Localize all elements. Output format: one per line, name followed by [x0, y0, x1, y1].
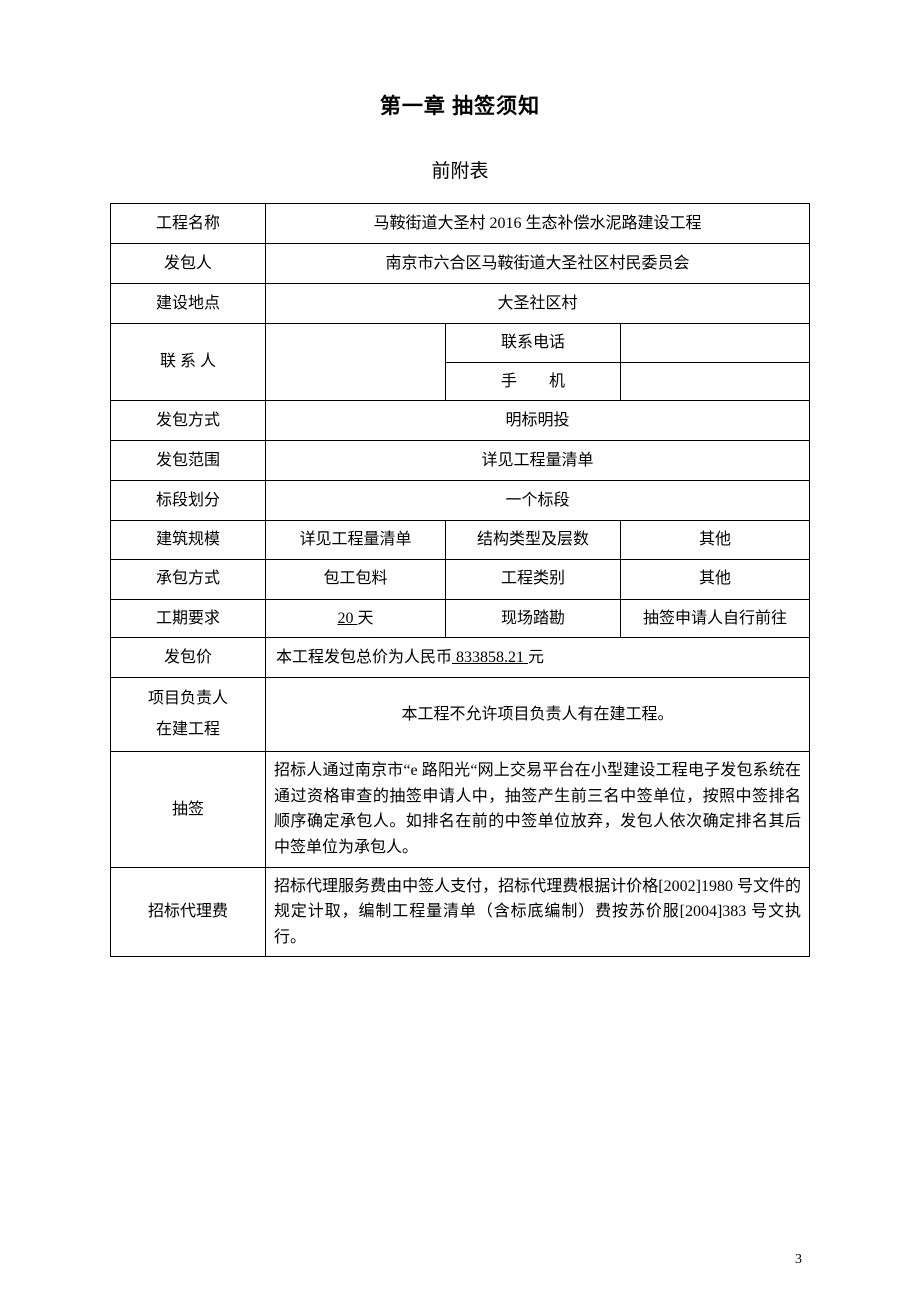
- label-lottery: 抽签: [111, 752, 266, 867]
- label-site-visit: 现场踏勘: [446, 599, 621, 638]
- price-pre: 本工程发包总价为人民币: [276, 649, 452, 666]
- row-contact-a: 联 系 人 联系电话: [111, 324, 810, 363]
- label-agent-fee: 招标代理费: [111, 867, 266, 957]
- value-mobile: [621, 362, 810, 401]
- value-duration: 20 天: [266, 599, 446, 638]
- value-contact-name: [266, 324, 446, 401]
- row-project-name: 工程名称 马鞍街道大圣村 2016 生态补偿水泥路建设工程: [111, 204, 810, 244]
- row-method: 发包方式 明标明投: [111, 401, 810, 441]
- label-scale: 建筑规模: [111, 521, 266, 560]
- label-scope: 发包范围: [111, 441, 266, 481]
- label-contact: 联 系 人: [111, 324, 266, 401]
- duration-days: 20: [337, 610, 357, 627]
- value-location: 大圣社区村: [266, 284, 810, 324]
- price-post: 元: [528, 649, 544, 666]
- value-pm-ongoing: 本工程不允许项目负责人有在建工程。: [266, 678, 810, 752]
- pm-label-line2: 在建工程: [156, 721, 220, 738]
- row-duration: 工期要求 20 天 现场踏勘 抽签申请人自行前往: [111, 599, 810, 638]
- row-agent-fee: 招标代理费 招标代理服务费由中签人支付，招标代理费根据计价格[2002]1980…: [111, 867, 810, 957]
- duration-post: 天: [357, 610, 373, 627]
- row-scale: 建筑规模 详见工程量清单 结构类型及层数 其他: [111, 521, 810, 560]
- value-project-name: 马鞍街道大圣村 2016 生态补偿水泥路建设工程: [266, 204, 810, 244]
- value-section: 一个标段: [266, 481, 810, 521]
- value-site-visit: 抽签申请人自行前往: [621, 599, 810, 638]
- page-container: 第一章 抽签须知 前附表 工程名称 马鞍街道大圣村 2016 生态补偿水泥路建设…: [0, 0, 920, 957]
- value-agent-fee: 招标代理服务费由中签人支付，招标代理费根据计价格[2002]1980 号文件的规…: [266, 867, 810, 957]
- value-lottery: 招标人通过南京市“e 路阳光“网上交易平台在小型建设工程电子发包系统在通过资格审…: [266, 752, 810, 867]
- row-contract-type: 承包方式 包工包料 工程类别 其他: [111, 559, 810, 599]
- value-price: 本工程发包总价为人民币 833858.21 元: [266, 638, 810, 678]
- label-struct-type: 结构类型及层数: [446, 521, 621, 560]
- value-struct-type: 其他: [621, 521, 810, 560]
- value-client: 南京市六合区马鞍街道大圣社区村民委员会: [266, 244, 810, 284]
- pm-label-line1: 项目负责人: [148, 690, 228, 707]
- row-location: 建设地点 大圣社区村: [111, 284, 810, 324]
- value-scope: 详见工程量清单: [266, 441, 810, 481]
- label-duration: 工期要求: [111, 599, 266, 638]
- label-phone: 联系电话: [446, 324, 621, 363]
- row-scope: 发包范围 详见工程量清单: [111, 441, 810, 481]
- row-price: 发包价 本工程发包总价为人民币 833858.21 元: [111, 638, 810, 678]
- label-project-name: 工程名称: [111, 204, 266, 244]
- label-mobile: 手 机: [446, 362, 621, 401]
- label-method: 发包方式: [111, 401, 266, 441]
- value-method: 明标明投: [266, 401, 810, 441]
- label-section: 标段划分: [111, 481, 266, 521]
- label-price: 发包价: [111, 638, 266, 678]
- label-location: 建设地点: [111, 284, 266, 324]
- label-client: 发包人: [111, 244, 266, 284]
- value-contract-type: 包工包料: [266, 559, 446, 599]
- row-section: 标段划分 一个标段: [111, 481, 810, 521]
- row-pm-ongoing: 项目负责人 在建工程 本工程不允许项目负责人有在建工程。: [111, 678, 810, 752]
- label-contract-type: 承包方式: [111, 559, 266, 599]
- price-amount: 833858.21: [452, 649, 528, 666]
- chapter-title: 第一章 抽签须知: [110, 90, 810, 120]
- value-scale: 详见工程量清单: [266, 521, 446, 560]
- label-pm-ongoing: 项目负责人 在建工程: [111, 678, 266, 752]
- sub-title: 前附表: [110, 156, 810, 183]
- value-project-class: 其他: [621, 559, 810, 599]
- label-project-class: 工程类别: [446, 559, 621, 599]
- value-phone: [621, 324, 810, 363]
- page-number: 3: [795, 1252, 802, 1268]
- row-client: 发包人 南京市六合区马鞍街道大圣社区村民委员会: [111, 244, 810, 284]
- row-lottery: 抽签 招标人通过南京市“e 路阳光“网上交易平台在小型建设工程电子发包系统在通过…: [111, 752, 810, 867]
- info-table: 工程名称 马鞍街道大圣村 2016 生态补偿水泥路建设工程 发包人 南京市六合区…: [110, 203, 810, 957]
